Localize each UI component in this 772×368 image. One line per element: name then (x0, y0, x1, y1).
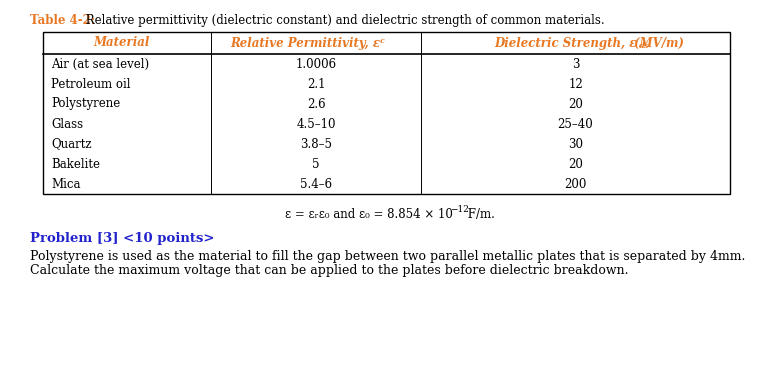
Text: Bakelite: Bakelite (51, 158, 100, 170)
Text: 30: 30 (568, 138, 583, 151)
Text: Table 4-2:: Table 4-2: (30, 14, 95, 27)
Text: 2.6: 2.6 (306, 98, 325, 110)
Text: (MV/m): (MV/m) (629, 36, 683, 50)
Text: 4.5–10: 4.5–10 (296, 117, 336, 131)
Text: Relative permittivity (dielectric constant) and dielectric strength of common ma: Relative permittivity (dielectric consta… (82, 14, 604, 27)
Text: Mica: Mica (51, 177, 80, 191)
Text: −12: −12 (451, 205, 469, 214)
Text: ds: ds (639, 42, 650, 50)
Text: 5.4–6: 5.4–6 (300, 177, 332, 191)
Bar (43, 32, 730, 194)
Text: 20: 20 (568, 98, 583, 110)
Text: F/m.: F/m. (465, 208, 496, 221)
Text: 20: 20 (568, 158, 583, 170)
Text: 12: 12 (568, 78, 583, 91)
Text: 25–40: 25–40 (557, 117, 594, 131)
Text: Calculate the maximum voltage that can be applied to the plates before dielectri: Calculate the maximum voltage that can b… (30, 264, 628, 277)
Text: 5: 5 (312, 158, 320, 170)
Text: 3.8–5: 3.8–5 (300, 138, 332, 151)
Text: Material: Material (94, 36, 151, 50)
Text: 1.0006: 1.0006 (296, 57, 337, 71)
Text: Glass: Glass (51, 117, 83, 131)
Text: Polystyrene is used as the material to fill the gap between two parallel metalli: Polystyrene is used as the material to f… (30, 250, 746, 263)
Text: 3: 3 (572, 57, 579, 71)
Text: ε = εᵣε₀ and ε₀ = 8.854 × 10: ε = εᵣε₀ and ε₀ = 8.854 × 10 (285, 208, 452, 221)
Text: 2.1: 2.1 (306, 78, 325, 91)
Text: Quartz: Quartz (51, 138, 92, 151)
Text: Polystyrene: Polystyrene (51, 98, 120, 110)
Text: Air (at sea level): Air (at sea level) (51, 57, 149, 71)
Text: Problem [3] <10 points>: Problem [3] <10 points> (30, 232, 215, 245)
Text: Relative Permittivity, εᶜ: Relative Permittivity, εᶜ (231, 36, 385, 50)
Text: 200: 200 (564, 177, 587, 191)
Text: Petroleum oil: Petroleum oil (51, 78, 130, 91)
Text: Dielectric Strength, ε: Dielectric Strength, ε (494, 36, 637, 50)
